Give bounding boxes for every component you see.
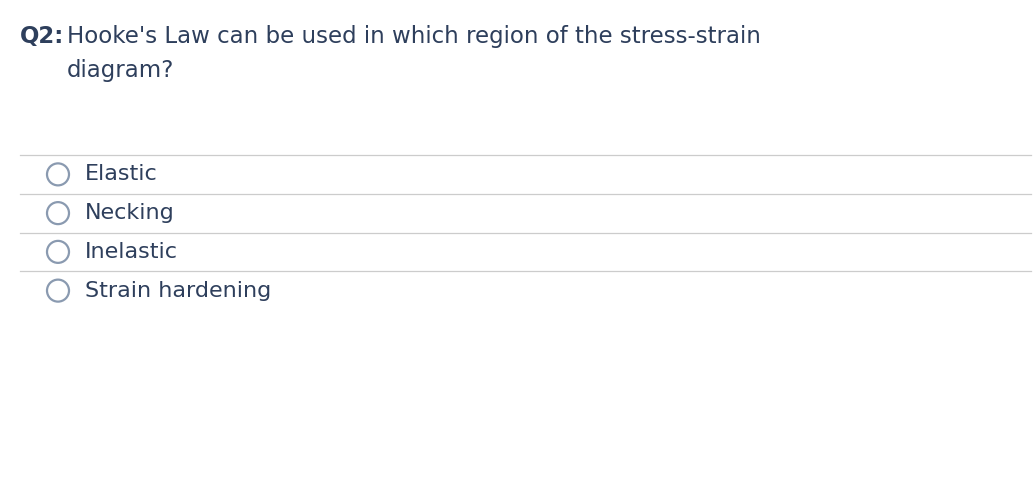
Text: Elastic: Elastic: [85, 164, 157, 184]
Text: Q2:: Q2:: [20, 25, 64, 48]
Text: Inelastic: Inelastic: [85, 242, 178, 262]
Text: Necking: Necking: [85, 203, 175, 223]
Text: Strain hardening: Strain hardening: [85, 281, 271, 301]
Text: Hooke's Law can be used in which region of the stress-strain
diagram?: Hooke's Law can be used in which region …: [67, 25, 761, 81]
